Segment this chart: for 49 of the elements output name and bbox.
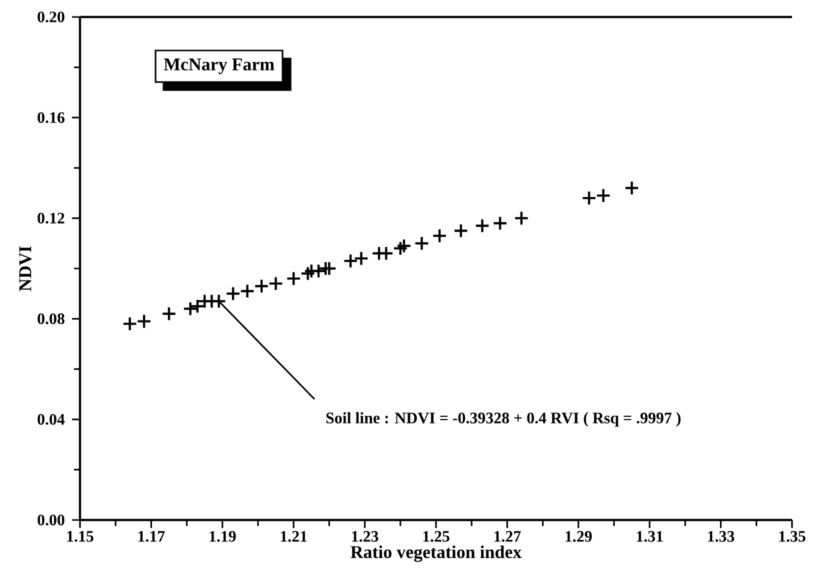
y-tick-label: 0.04	[38, 414, 65, 425]
x-tick-label: 1.33	[708, 531, 734, 542]
point	[226, 286, 241, 302]
point	[414, 236, 430, 251]
x-tick-label: 1.27	[494, 531, 521, 542]
point	[286, 271, 302, 286]
x-axis-title: Ratio vegetation index	[350, 546, 522, 562]
x-tick-label: 1.35	[779, 531, 806, 542]
point	[343, 253, 358, 268]
x-tick-label: 1.29	[566, 531, 592, 542]
point	[136, 314, 152, 329]
point	[378, 246, 394, 261]
point	[211, 294, 226, 309]
point	[322, 261, 337, 276]
y-tick-label: 0.20	[38, 12, 64, 22]
point	[474, 218, 490, 234]
y-tick-label: 0.00	[38, 514, 64, 526]
point	[162, 306, 176, 322]
point	[122, 316, 138, 332]
x-tick-label: 1.31	[636, 531, 663, 542]
point	[268, 276, 284, 292]
point	[182, 301, 198, 316]
x-tick-label: 1.17	[138, 531, 165, 542]
point	[453, 223, 468, 238]
y-tick-label: 0.08	[38, 313, 64, 324]
point	[396, 238, 412, 254]
point	[514, 210, 529, 226]
point	[354, 250, 369, 266]
x-tick-label: 1.25	[423, 531, 450, 542]
point	[432, 228, 448, 244]
point	[311, 264, 326, 279]
y-tick-label: 0.12	[38, 212, 64, 224]
x-tick-label: 1.23	[352, 531, 378, 542]
annotation: McNary Farm	[164, 58, 274, 74]
x-tick-label: 1.15	[67, 531, 94, 542]
point	[392, 240, 408, 256]
point	[596, 188, 611, 204]
x-tick-label: 1.19	[210, 531, 236, 542]
point	[254, 278, 270, 294]
y-axis-title: NDVI	[19, 246, 32, 292]
point	[582, 190, 597, 206]
annotation: Soil line : NDVI = -0.39328 + 0.4 RVI ( Rsq = .9997 )	[326, 412, 681, 427]
point	[492, 216, 508, 231]
point	[240, 284, 255, 299]
point	[300, 266, 316, 282]
y-tick-label: 0.16	[38, 112, 64, 124]
point	[190, 298, 205, 314]
point	[624, 180, 640, 196]
x-tick-label: 1.21	[280, 531, 307, 542]
